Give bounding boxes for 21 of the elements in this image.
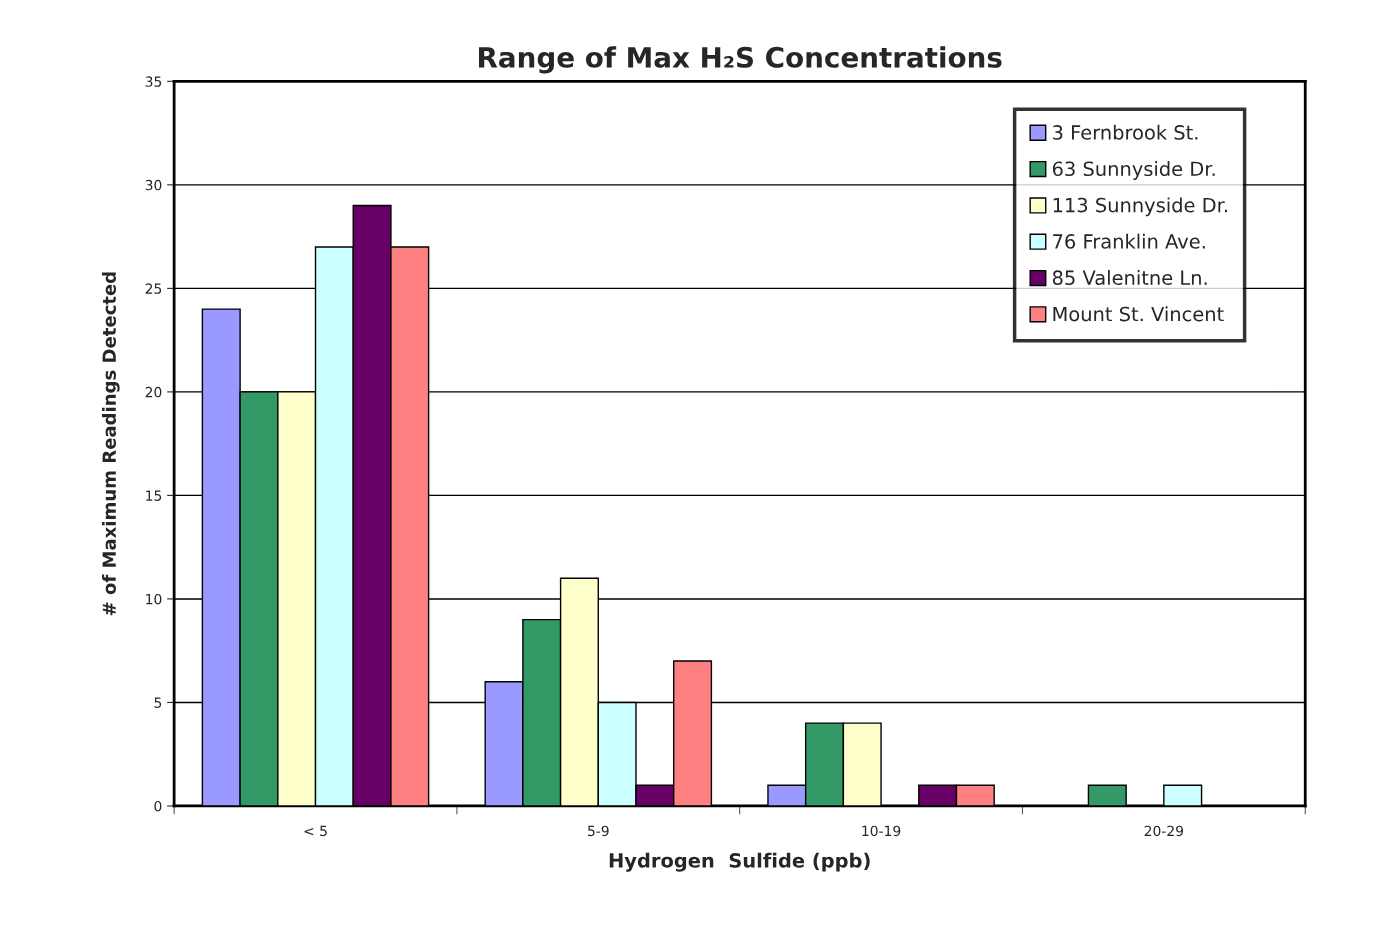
legend-label: 113 Sunnyside Dr.: [1053, 197, 1227, 217]
legend-label: 76 Franklin Ave.: [1053, 233, 1205, 249]
y-tick-label: 30: [145, 179, 162, 191]
y-axis-title: # of Maximum Readings Detected: [102, 272, 120, 616]
y-tick-label: 10: [146, 593, 162, 605]
y-tick-label: 25: [145, 283, 162, 294]
y-tick-label: 35: [145, 76, 162, 87]
legend-label: 3 Fernbrook St.: [1053, 124, 1198, 140]
x-tick-label: 10-19: [862, 825, 901, 837]
legend-label: Mount St. Vincent: [1053, 306, 1224, 322]
x-tick-label: < 5: [304, 825, 327, 837]
legend-label: 85 Valenitne Ln.: [1052, 270, 1207, 286]
x-tick-label: 20-29: [1144, 825, 1184, 837]
y-tick-label: 5: [154, 697, 162, 708]
y-tick-label: 0: [154, 800, 162, 812]
legend-label: 63 Sunnyside Dr.: [1052, 161, 1215, 180]
y-tick-label: 15: [146, 490, 162, 501]
x-tick-label: 5-9: [588, 825, 609, 837]
x-axis-title: Hydrogen Sulfide (ppb): [609, 852, 870, 872]
chart-title: Range of Max H₂S Concentrations: [479, 46, 1002, 74]
y-tick-label: 20: [145, 386, 162, 398]
